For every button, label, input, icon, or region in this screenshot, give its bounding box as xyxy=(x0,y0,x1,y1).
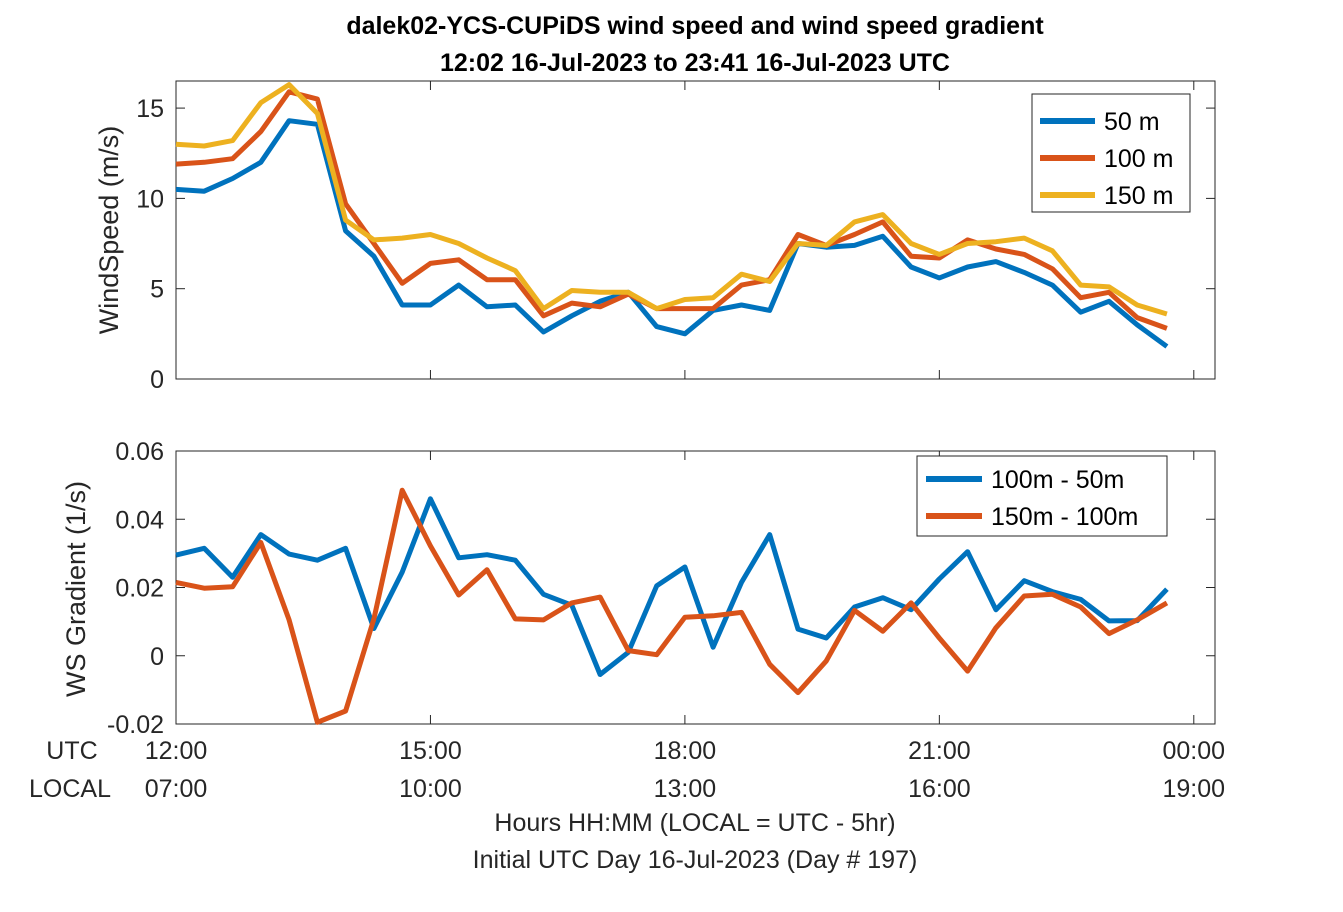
gradient-series xyxy=(175,487,1169,725)
utc-row-label: UTC xyxy=(46,737,97,765)
x-axis-label-line1: Hours HH:MM (LOCAL = UTC - 5hr) xyxy=(494,809,895,837)
gradient-series-line-150m-100m xyxy=(175,487,1169,725)
gradient-ytick-label: 0.06 xyxy=(115,438,164,466)
gradient-ytick-label: 0.04 xyxy=(115,506,164,534)
utc-tick-label: 00:00 xyxy=(1163,737,1226,765)
gradient-legend-box xyxy=(916,455,1168,537)
gradient-ytick-label: 0 xyxy=(150,643,164,671)
windspeed-series-line-50-m xyxy=(175,118,1169,349)
windspeed-series-line-100-m xyxy=(175,89,1168,331)
windspeed-series xyxy=(175,82,1169,349)
chart-title-line2: 12:02 16-Jul-2023 to 23:41 16-Jul-2023 U… xyxy=(440,49,950,77)
chart-title-line1: dalek02-YCS-CUPiDS wind speed and wind s… xyxy=(346,12,1044,40)
local-tick-label: 19:00 xyxy=(1163,775,1226,803)
legend-label-100m-50m: 100m - 50m xyxy=(991,466,1124,494)
gradient-series-line-100m-50m xyxy=(175,496,1169,677)
utc-tick-label: 21:00 xyxy=(908,737,971,765)
utc-tick-label: 12:00 xyxy=(145,737,208,765)
gradient-y-ticks: -0.02 0 0.02 0.04 0.06 xyxy=(107,438,1215,739)
local-tick-label: 13:00 xyxy=(654,775,717,803)
windspeed-ytick-label: 10 xyxy=(136,185,164,213)
legend-label-100m: 100 m xyxy=(1104,145,1173,173)
gradient-ytick-label: -0.02 xyxy=(107,711,164,739)
gradient-legend: 100m - 50m 150m - 100m xyxy=(916,455,1168,537)
windspeed-series-line-150-m xyxy=(175,82,1168,317)
legend-label-50m: 50 m xyxy=(1104,108,1160,136)
local-tick-label: 10:00 xyxy=(399,775,462,803)
utc-tick-label: 15:00 xyxy=(399,737,462,765)
local-tick-labels: 07:00 10:00 13:00 16:00 19:00 xyxy=(145,775,1225,803)
legend-label-150m-100m: 150m - 100m xyxy=(991,503,1138,531)
windspeed-ytick-label: 5 xyxy=(150,276,164,304)
utc-tick-labels: 12:00 15:00 18:00 21:00 00:00 xyxy=(145,737,1225,765)
windspeed-ytick-label: 15 xyxy=(136,95,164,123)
windspeed-ytick-label: 0 xyxy=(150,366,164,394)
windspeed-x-ticks xyxy=(175,81,1195,379)
gradient-y-axis-label: WS Gradient (1/s) xyxy=(61,481,91,697)
gradient-panel: -0.02 0 0.02 0.04 0.06 WS Gradient (1/s) 100… xyxy=(61,438,1216,739)
local-tick-label: 07:00 xyxy=(145,775,208,803)
legend-label-150m: 150 m xyxy=(1104,182,1173,210)
windspeed-y-ticks: 0 5 10 15 xyxy=(136,95,1215,394)
x-axis-label-line2: Initial UTC Day 16-Jul-2023 (Day # 197) xyxy=(473,846,918,874)
local-row-label: LOCAL xyxy=(29,775,111,803)
windspeed-panel: 0 5 10 15 WindSpeed (m/s) 50 m 100 m 150 m xyxy=(94,80,1216,394)
gradient-ytick-label: 0.02 xyxy=(115,575,164,603)
windspeed-legend: 50 m 100 m 150 m xyxy=(1031,93,1191,213)
windspeed-y-axis-label: WindSpeed (m/s) xyxy=(94,126,124,335)
local-tick-label: 16:00 xyxy=(908,775,971,803)
utc-tick-label: 18:00 xyxy=(654,737,717,765)
